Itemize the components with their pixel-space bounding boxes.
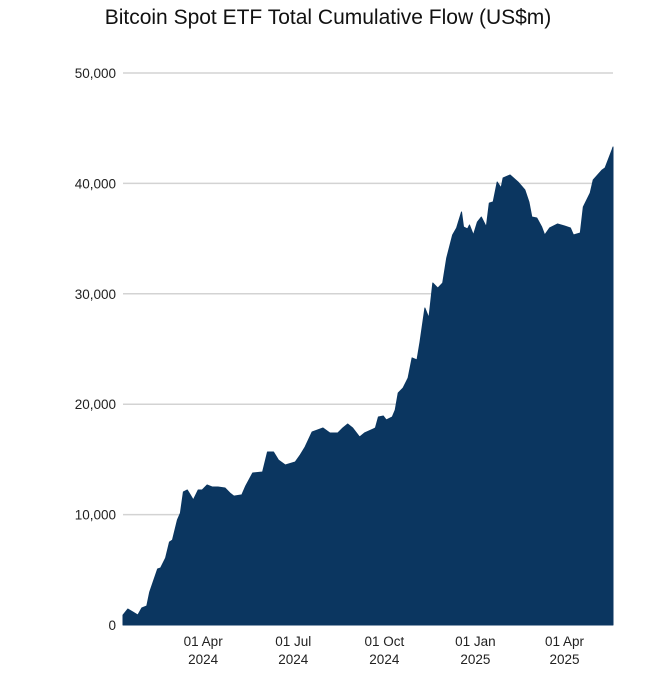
x-tick-label-year: 2024 (188, 652, 219, 667)
x-tick-label: 01 Oct (364, 634, 404, 649)
y-tick-label: 40,000 (75, 176, 116, 191)
x-tick-label-year: 2025 (549, 652, 579, 667)
x-tick-label: 01 Jul (275, 634, 311, 649)
x-tick-label: 01 Apr (184, 634, 224, 649)
x-tick-label-year: 2025 (460, 652, 490, 667)
y-tick-label: 50,000 (75, 66, 116, 81)
y-tick-label: 10,000 (75, 508, 116, 523)
x-tick-label-year: 2024 (278, 652, 309, 667)
x-tick-label-year: 2024 (369, 652, 400, 667)
y-tick-label: 0 (108, 618, 116, 633)
y-tick-label: 30,000 (75, 287, 116, 302)
cumulative-flow-area (122, 146, 614, 626)
chart-title: Bitcoin Spot ETF Total Cumulative Flow (… (104, 6, 552, 29)
y-tick-label: 20,000 (75, 397, 116, 412)
x-tick-label: 01 Apr (545, 634, 585, 649)
x-tick-label: 01 Jan (455, 634, 496, 649)
